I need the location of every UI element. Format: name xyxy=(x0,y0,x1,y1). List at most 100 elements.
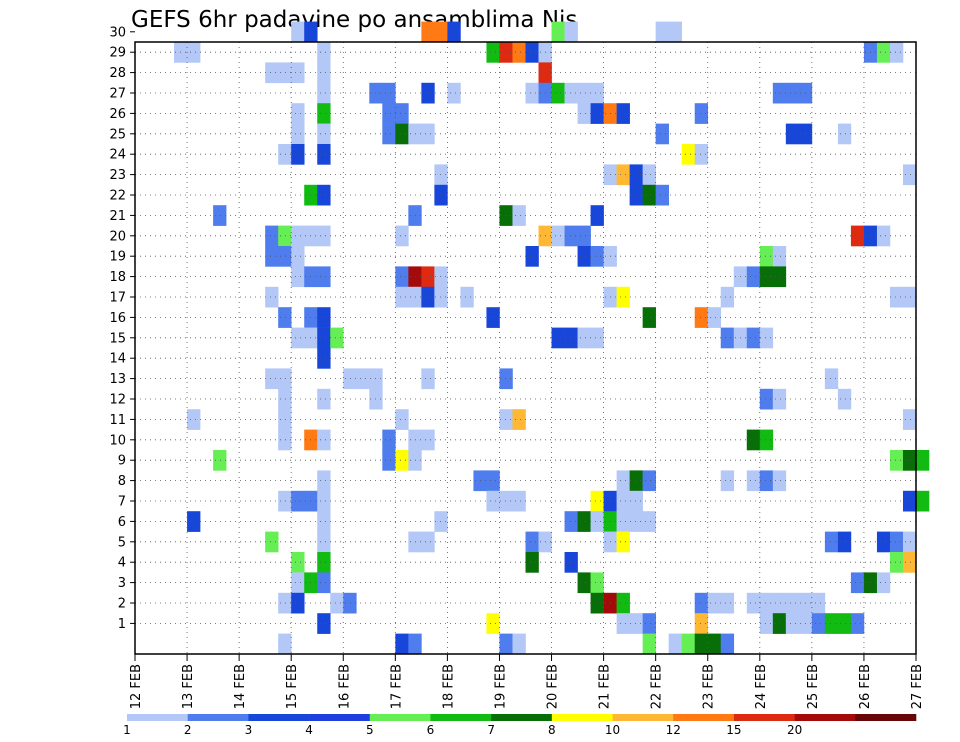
heatmap-cell xyxy=(460,286,474,308)
y-tick-label: 27 xyxy=(109,87,126,102)
heatmap-cell xyxy=(291,123,305,145)
heatmap-cell xyxy=(902,552,917,573)
heatmap-cell xyxy=(785,592,800,614)
y-tick-label: 26 xyxy=(109,107,126,122)
heatmap-cell xyxy=(317,470,331,492)
heatmap-cell xyxy=(317,429,331,451)
heatmap-cell xyxy=(811,592,826,614)
heatmap-cell xyxy=(317,348,331,369)
heatmap-cell xyxy=(408,633,422,655)
heatmap-cell xyxy=(512,42,526,63)
heatmap-cell xyxy=(382,103,396,124)
heatmap-cell xyxy=(616,592,630,614)
y-tick-label: 22 xyxy=(109,189,126,204)
heatmap-cell xyxy=(278,429,292,451)
colorbar-segment xyxy=(673,714,735,721)
heatmap-cell xyxy=(317,123,331,145)
colorbar-segment xyxy=(794,714,856,721)
heatmap-cell xyxy=(525,42,539,63)
heatmap-cell xyxy=(330,327,344,349)
heatmap-cell xyxy=(616,613,630,634)
heatmap-cell xyxy=(616,490,630,512)
heatmap-cell xyxy=(434,286,448,308)
heatmap-cell xyxy=(720,592,735,614)
heatmap-cell xyxy=(850,613,865,634)
heatmap-cell xyxy=(395,103,409,124)
heatmap-cell xyxy=(525,531,539,553)
heatmap-cell xyxy=(759,266,774,288)
heatmap-cell xyxy=(291,266,305,288)
heatmap-cell xyxy=(265,286,279,308)
heatmap-cell xyxy=(278,409,292,430)
heatmap-cell xyxy=(434,164,448,186)
heatmap-cell xyxy=(759,613,774,634)
colorbar-label: 12 xyxy=(666,723,681,737)
y-tick-label: 12 xyxy=(109,393,126,408)
heatmap-cell xyxy=(317,490,331,512)
heatmap-cell xyxy=(421,21,435,43)
y-tick-label: 10 xyxy=(109,433,126,448)
heatmap-cell xyxy=(564,225,578,247)
heatmap-cell xyxy=(291,144,305,165)
heatmap-cell xyxy=(395,225,409,247)
y-tick-label: 4 xyxy=(118,556,126,571)
heatmap-cell xyxy=(889,552,904,573)
heatmap-cell xyxy=(616,470,630,492)
heatmap-cell xyxy=(720,327,735,349)
heatmap-cell xyxy=(824,368,839,390)
y-tick-label: 5 xyxy=(118,535,126,550)
heatmap-cell xyxy=(382,429,396,451)
heatmap-cell xyxy=(577,225,591,247)
heatmap-cell xyxy=(785,613,800,634)
heatmap-cell xyxy=(278,144,292,165)
heatmap-cell xyxy=(772,266,787,288)
heatmap-cell xyxy=(616,164,630,186)
heatmap-cell xyxy=(668,633,682,655)
x-tick-label: 22 FEB xyxy=(650,664,665,709)
heatmap-cell xyxy=(525,82,539,104)
heatmap-cell xyxy=(395,266,409,288)
heatmap-cell xyxy=(889,450,904,471)
heatmap-cell xyxy=(343,592,357,614)
heatmap-cell xyxy=(291,572,305,594)
y-tick-label: 1 xyxy=(118,617,126,632)
x-tick-label: 23 FEB xyxy=(702,664,717,709)
y-tick-label: 2 xyxy=(118,597,126,612)
x-tick-label: 12 FEB xyxy=(129,664,144,709)
colorbar-label: 20 xyxy=(787,723,802,737)
colorbar-segment xyxy=(430,714,492,721)
heatmap-cell xyxy=(356,368,370,390)
heatmap-cell xyxy=(486,470,500,492)
heatmap-cell xyxy=(551,327,565,349)
y-tick-label: 14 xyxy=(109,352,126,367)
y-axis: 1234567891011121314151617181920212223242… xyxy=(109,25,135,632)
heatmap-cell xyxy=(837,613,852,634)
heatmap-cell xyxy=(421,531,435,553)
heatmap-cell xyxy=(824,531,839,553)
x-tick-label: 18 FEB xyxy=(441,664,456,709)
heatmap-cell xyxy=(850,225,865,247)
heatmap-cell xyxy=(902,286,917,308)
colorbar-segment xyxy=(733,714,795,721)
heatmap-cell xyxy=(746,429,761,451)
heatmap-cell xyxy=(525,552,539,573)
heatmap-cell xyxy=(291,103,305,124)
heatmap-cells xyxy=(174,21,930,655)
colorbar-segment xyxy=(309,714,371,721)
heatmap-cell xyxy=(382,450,396,471)
heatmap-cell xyxy=(421,266,435,288)
heatmap-cell xyxy=(629,613,643,634)
heatmap-cell xyxy=(317,144,331,165)
heatmap-cell xyxy=(512,633,526,655)
heatmap-cell xyxy=(317,62,331,84)
heatmap-cell xyxy=(265,62,279,84)
y-tick-label: 29 xyxy=(109,46,126,61)
heatmap-cell xyxy=(187,42,201,63)
heatmap-cell xyxy=(317,511,331,532)
heatmap-cell xyxy=(746,592,761,614)
y-tick-label: 17 xyxy=(109,291,126,306)
heatmap-cell xyxy=(265,368,279,390)
heatmap-cell xyxy=(447,21,461,43)
heatmap-cell xyxy=(746,266,761,288)
heatmap-cell xyxy=(434,21,448,43)
